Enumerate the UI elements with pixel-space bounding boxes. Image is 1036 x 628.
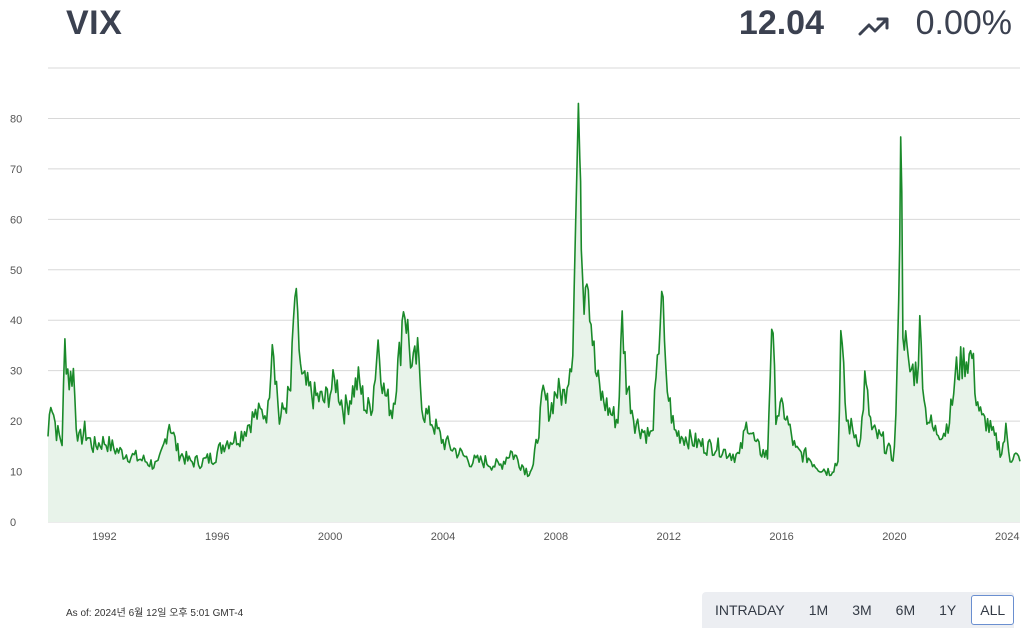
- vix-chart: 0 10 20 30 40 50 60 70 80 1992 1996 2000 2004 2008 20…: [10, 67, 1021, 543]
- ticker-title: VIX: [66, 4, 123, 42]
- range-button-all[interactable]: ALL: [971, 595, 1015, 625]
- range-button-6m[interactable]: 6M: [895, 602, 916, 618]
- x-tick-label: 1992: [92, 531, 116, 543]
- y-tick-label: 60: [10, 214, 22, 226]
- x-tick-label: 2008: [544, 531, 568, 543]
- as-of-timestamp: As of: 2024년 6월 12일 오후 5:01 GMT-4: [66, 608, 244, 619]
- range-button-1m[interactable]: 1M: [808, 602, 829, 618]
- x-tick-label: 2000: [318, 531, 342, 543]
- trending-up-icon: [858, 17, 889, 36]
- y-tick-label: 50: [10, 265, 22, 277]
- x-tick-label: 2024: [995, 531, 1019, 543]
- x-tick-label: 2016: [769, 531, 793, 543]
- x-tick-label: 2020: [882, 531, 906, 543]
- change-percent: 0.00%: [915, 4, 1012, 42]
- y-tick-label: 70: [10, 164, 22, 176]
- x-axis-ticks: 1992 1996 2000 2004 2008 2012 2016 2020 2024: [92, 531, 1019, 543]
- y-tick-label: 80: [10, 113, 22, 125]
- range-button-3m[interactable]: 3M: [852, 602, 872, 618]
- y-tick-label: 30: [10, 366, 22, 378]
- x-tick-label: 1996: [205, 531, 229, 543]
- series-line: [47, 102, 1021, 478]
- y-tick-label: 40: [10, 315, 22, 327]
- y-tick-label: 0: [10, 517, 16, 529]
- range-button-intraday[interactable]: INTRADAY: [715, 602, 785, 618]
- range-selector: INTRADAY 1M 3M 6M 1Y ALL: [702, 592, 1015, 628]
- range-button-1y[interactable]: 1Y: [939, 602, 957, 618]
- x-tick-label: 2012: [656, 531, 680, 543]
- price-value: 12.04: [738, 4, 824, 42]
- y-tick-label: 10: [10, 467, 22, 479]
- series-area-fill: [48, 103, 1020, 523]
- y-tick-label: 20: [10, 416, 22, 428]
- y-axis-ticks: 0 10 20 30 40 50 60 70 80: [10, 113, 22, 529]
- x-tick-label: 2004: [431, 531, 455, 543]
